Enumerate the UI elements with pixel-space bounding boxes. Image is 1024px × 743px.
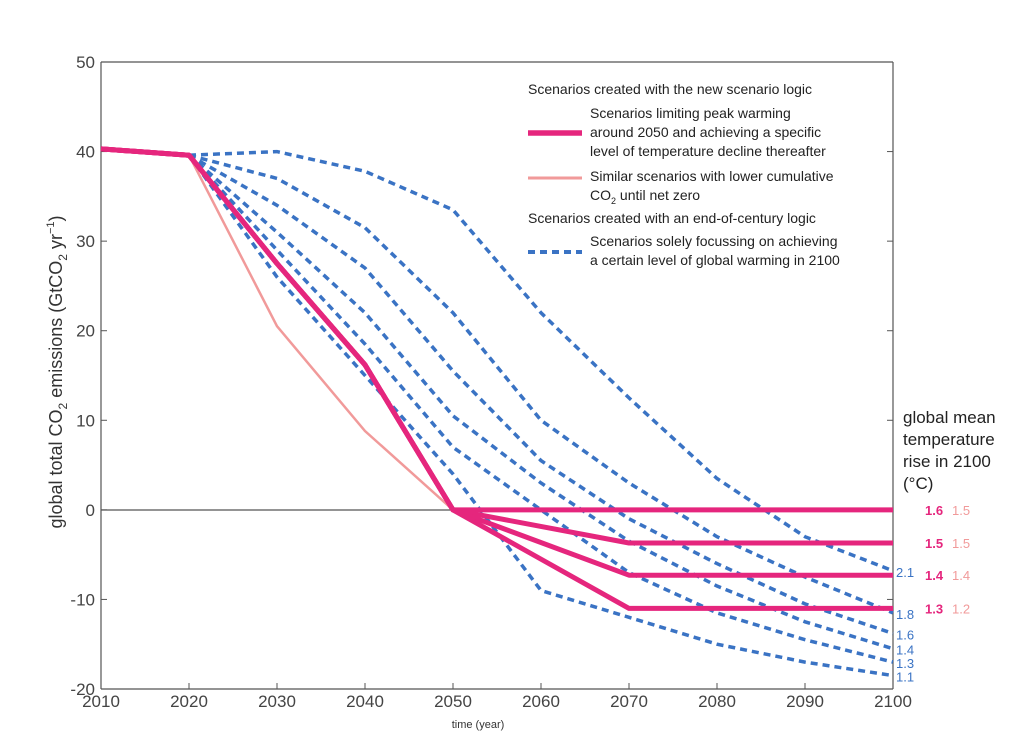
blue-series-line bbox=[187, 154, 894, 664]
axis-ticks: 2010 2020 2030 2040 2050 2060 2070 2080 2090 2100… bbox=[70, 53, 911, 711]
temperature-title: global mean temperature rise in 2100 (°C… bbox=[903, 408, 996, 493]
magenta-series-group bbox=[100, 146, 893, 611]
salmon-end-label: 1.5 bbox=[952, 503, 970, 518]
y-tick-label: -10 bbox=[70, 590, 95, 609]
blue-series-group bbox=[187, 149, 894, 678]
legend-magenta-text-1: Scenarios limiting peak warming bbox=[590, 105, 791, 121]
y-tick-label: 10 bbox=[76, 411, 95, 430]
salmon-end-label: 1.5 bbox=[952, 536, 970, 551]
magenta-end-label: 1.5 bbox=[925, 536, 943, 551]
legend-magenta-text-3: level of temperature decline thereafter bbox=[590, 143, 826, 159]
x-tick-label: 2040 bbox=[346, 692, 384, 711]
legend-blue-text-1: Scenarios solely focussing on achieving bbox=[590, 233, 837, 249]
x-tick-label: 2090 bbox=[786, 692, 824, 711]
blue-end-label: 1.8 bbox=[896, 607, 914, 622]
x-tick-label: 2080 bbox=[698, 692, 736, 711]
x-tick-label: 2100 bbox=[874, 692, 912, 711]
magenta-series-line bbox=[100, 146, 893, 513]
blue-series-line bbox=[188, 153, 894, 615]
magenta-end-label: 1.3 bbox=[925, 601, 943, 616]
temperature-title-line-1: global mean bbox=[903, 408, 996, 427]
y-tick-label: -20 bbox=[70, 680, 95, 699]
x-tick-label: 2010 bbox=[82, 692, 120, 711]
salmon-end-label: 1.2 bbox=[952, 601, 970, 616]
blue-series-line bbox=[188, 153, 894, 636]
salmon-end-label: 1.4 bbox=[952, 568, 970, 583]
legend-salmon-text-1: Similar scenarios with lower cumulative bbox=[590, 168, 834, 184]
temperature-title-line-2: temperature bbox=[903, 430, 995, 449]
blue-end-label: 2.1 bbox=[896, 565, 914, 580]
temperature-title-line-3: rise in 2100 bbox=[903, 452, 991, 471]
y-tick-label: 40 bbox=[76, 143, 95, 162]
y-tick-label: 0 bbox=[86, 501, 95, 520]
legend-blue-text-2: a certain level of global warming in 210… bbox=[590, 252, 840, 268]
salmon-series-line bbox=[187, 154, 454, 511]
magenta-end-label: 1.6 bbox=[925, 503, 943, 518]
end-labels-group: 2.11.81.61.41.31.11.6 1.51.5 1.51.4 1.41.3 1… bbox=[896, 503, 970, 685]
x-tick-label: 2030 bbox=[258, 692, 296, 711]
temperature-title-line-4: (°C) bbox=[903, 474, 933, 493]
y-tick-label: 30 bbox=[76, 232, 95, 251]
y-axis-label: global total CO2 emissions (GtCO2 yr−1) bbox=[45, 215, 70, 528]
magenta-series-line bbox=[100, 146, 893, 611]
blue-series-line bbox=[187, 154, 894, 678]
legend: Scenarios created with the new scenario … bbox=[528, 81, 840, 268]
blue-end-label: 1.4 bbox=[896, 643, 914, 658]
blue-end-label: 1.3 bbox=[896, 656, 914, 671]
salmon-series-group bbox=[187, 154, 454, 511]
blue-end-label: 1.6 bbox=[896, 627, 914, 642]
x-tick-label: 2070 bbox=[610, 692, 648, 711]
magenta-end-label: 1.4 bbox=[925, 568, 944, 583]
legend-magenta-text-2: around 2050 and achieving a specific bbox=[590, 124, 821, 140]
x-axis-label: time (year) bbox=[452, 719, 505, 731]
x-tick-label: 2050 bbox=[434, 692, 472, 711]
legend-header-new-logic: Scenarios created with the new scenario … bbox=[528, 81, 812, 97]
x-tick-label: 2060 bbox=[522, 692, 560, 711]
x-tick-label: 2020 bbox=[170, 692, 208, 711]
blue-series-line bbox=[188, 149, 894, 573]
y-tick-label: 20 bbox=[76, 322, 95, 341]
y-tick-label: 50 bbox=[76, 53, 95, 72]
legend-header-end-century: Scenarios created with an end-of-century… bbox=[528, 210, 816, 226]
magenta-series-line bbox=[100, 146, 893, 546]
blue-end-label: 1.1 bbox=[896, 670, 914, 685]
legend-salmon-text-2: CO2 until net zero bbox=[590, 187, 700, 206]
